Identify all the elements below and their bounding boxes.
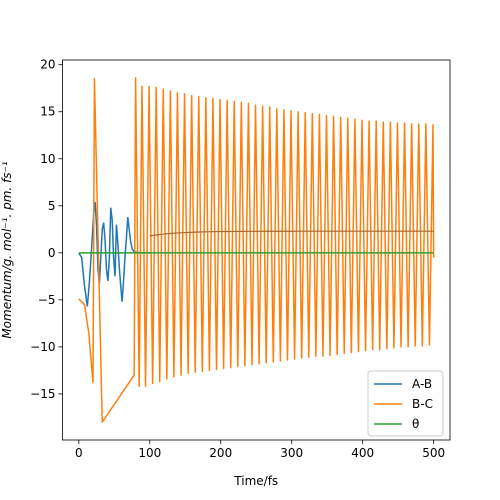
plot-frame xyxy=(62,59,451,441)
series-line-b-c xyxy=(78,77,435,423)
y-tick-label: −5 xyxy=(38,293,56,307)
y-tick-label: 10 xyxy=(40,152,55,166)
x-tick-label: 300 xyxy=(280,446,303,460)
legend-label: B-C xyxy=(412,397,433,411)
y-tick-label: 0 xyxy=(48,246,56,260)
x-tick-label: 500 xyxy=(422,446,445,460)
legend-label: θ xyxy=(412,417,419,431)
y-tick-label: −15 xyxy=(30,387,55,401)
y-tick-label: 5 xyxy=(48,199,56,213)
y-tick-label: −10 xyxy=(30,340,55,354)
legend: A-B B-C θ xyxy=(367,370,444,437)
legend-label: A-B xyxy=(412,377,432,391)
x-tick-label: 0 xyxy=(75,446,83,460)
x-tick-label: 400 xyxy=(351,446,374,460)
y-axis-label: Momentum/g. mol⁻¹. pm. fs⁻¹ xyxy=(0,161,14,339)
legend-box xyxy=(367,370,444,437)
x-tick-label: 100 xyxy=(138,446,161,460)
x-tick-label: 200 xyxy=(209,446,232,460)
y-tick-label: 20 xyxy=(40,58,55,72)
axes: 0 100 200 300 400 500 −15 −10 −5 0 5 10 15 20 Time/fs M… xyxy=(0,58,451,488)
y-tick-label: 15 xyxy=(40,105,55,119)
x-axis-label: Time/fs xyxy=(233,474,278,488)
series-line-a-b xyxy=(78,201,150,307)
series-line-b-c-midline xyxy=(149,230,434,237)
